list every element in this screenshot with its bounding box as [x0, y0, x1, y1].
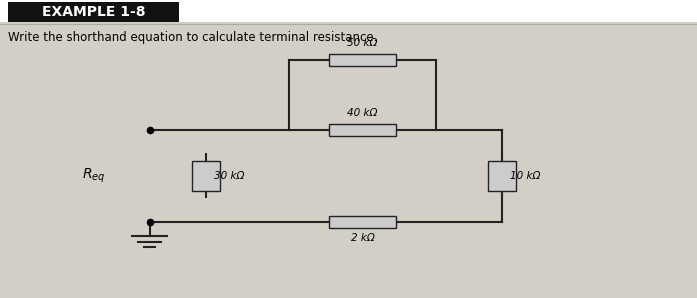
Bar: [329, 216, 396, 228]
Text: EXAMPLE 1-8: EXAMPLE 1-8: [42, 5, 146, 19]
Text: 2 kΩ: 2 kΩ: [351, 233, 374, 243]
Text: 50 kΩ: 50 kΩ: [347, 38, 378, 48]
Text: 40 kΩ: 40 kΩ: [347, 108, 378, 118]
Bar: [488, 161, 516, 191]
Text: 10 kΩ: 10 kΩ: [510, 171, 541, 181]
Bar: [329, 54, 396, 66]
Text: 30 kΩ: 30 kΩ: [214, 171, 245, 181]
Bar: [192, 161, 220, 191]
Text: Write the shorthand equation to calculate terminal resistance.: Write the shorthand equation to calculat…: [8, 31, 378, 44]
Bar: [8, 2, 179, 22]
Bar: [329, 124, 396, 136]
Text: $R_{eq}$: $R_{eq}$: [82, 167, 106, 185]
Bar: [0, 0, 697, 24]
